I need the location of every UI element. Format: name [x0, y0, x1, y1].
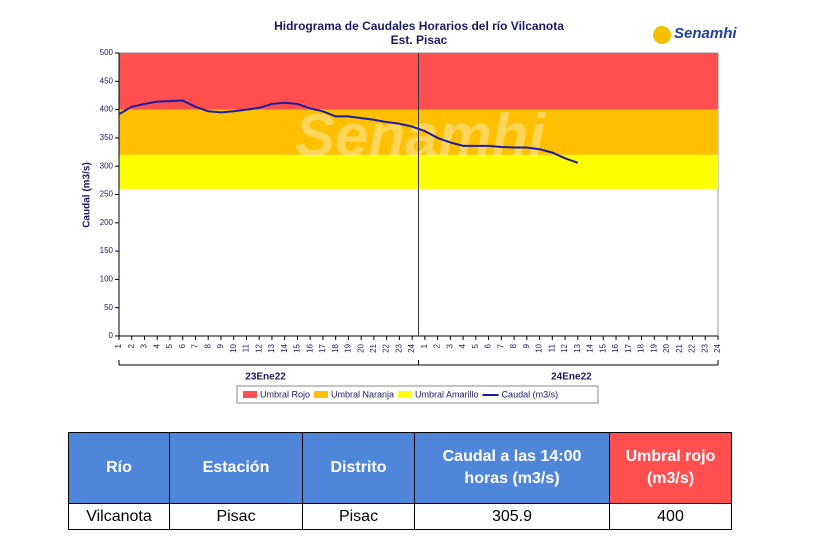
chart-title: Hidrograma de Caudales Horarios del río … — [274, 19, 564, 33]
x-tick-label: 23 — [700, 343, 709, 352]
legend-swatch — [398, 391, 413, 398]
x-tick-label: 16 — [611, 343, 620, 352]
x-tick-label: 22 — [688, 343, 697, 352]
logo: Senamhi — [674, 25, 737, 42]
legend-swatch — [314, 391, 329, 398]
x-tick-label: 3 — [140, 343, 149, 348]
cell: Pisac — [302, 503, 415, 530]
header-cell: Caudal a las 14:00 horas (m3/s) — [414, 432, 610, 504]
x-tick-label: 8 — [509, 343, 518, 348]
x-tick-label: 10 — [535, 343, 544, 352]
cell: Vilcanota — [68, 503, 170, 530]
x-tick-label: 3 — [445, 343, 454, 348]
x-tick-label: 4 — [458, 343, 467, 348]
x-tick-label: 22 — [382, 343, 391, 352]
x-tick-label: 6 — [178, 343, 187, 348]
x-tick-label: 1 — [114, 343, 123, 348]
caudal-line — [118, 99, 579, 164]
data-row: Vilcanota Pisac Pisac 305.9 400 — [68, 503, 732, 530]
x-tick-label: 24 — [713, 343, 722, 352]
x-tick-label: 18 — [331, 343, 340, 352]
x-tick-label: 17 — [624, 343, 633, 352]
x-tick-label: 15 — [598, 343, 607, 352]
x-tick-label: 8 — [203, 343, 212, 348]
cell: 400 — [609, 503, 732, 530]
cell: Pisac — [169, 503, 303, 530]
header-cell: Río — [68, 432, 170, 504]
x-tick-label: 12 — [560, 343, 569, 352]
legend: Umbral Rojo Umbral Naranja Umbral Amarillo… — [236, 385, 599, 404]
x-tick-label: 11 — [242, 343, 251, 352]
x-tick-label: 9 — [522, 343, 531, 348]
y-tick-label: 300 — [100, 161, 114, 170]
x-tick-label: 21 — [369, 343, 378, 352]
x-tick-label: 14 — [280, 343, 289, 352]
header-cell: Umbral rojo (m3/s) — [609, 432, 732, 504]
x-tick-label: 18 — [637, 343, 646, 352]
x-tick-label: 17 — [318, 343, 327, 352]
x-tick-label: 10 — [229, 343, 238, 352]
group-label: 23Ene22 — [245, 372, 286, 383]
x-tick-label: 23 — [394, 343, 403, 352]
x-tick-label: 14 — [586, 343, 595, 352]
x-tick-label: 15 — [293, 343, 302, 352]
header-row: Río Estación Distrito Caudal a las 14:00… — [68, 432, 732, 504]
legend-label: Umbral Naranja — [331, 389, 394, 399]
y-tick-label: 350 — [100, 133, 114, 142]
x-tick-label: 24 — [407, 343, 416, 352]
x-tick-label: 19 — [344, 343, 353, 352]
watermark: Senamhi — [295, 102, 546, 169]
cell: 305.9 — [414, 503, 610, 530]
x-tick-label: 13 — [267, 343, 276, 352]
y-tick-label: 500 — [100, 48, 114, 57]
legend-swatch — [243, 391, 257, 398]
x-tick-label: 20 — [662, 343, 671, 352]
legend-box — [236, 385, 599, 404]
header-cell: Estación — [169, 432, 303, 504]
x-tick-label: 16 — [305, 343, 314, 352]
x-tick-label: 1 — [420, 343, 429, 348]
x-tick-label: 19 — [649, 343, 658, 352]
y-tick-label: 100 — [100, 275, 114, 284]
summary-table: Río Estación Distrito Caudal a las 14:00… — [68, 432, 732, 530]
x-tick-label: 5 — [471, 343, 480, 348]
x-tick-label: 5 — [165, 343, 174, 348]
logo-icon — [653, 26, 671, 44]
y-axis-label: Caudal (m3/s) — [82, 162, 93, 228]
x-tick-label: 7 — [191, 343, 200, 348]
header-cell: Distrito — [302, 432, 415, 504]
y-tick-label: 150 — [100, 246, 114, 255]
x-tick-label: 20 — [356, 343, 365, 352]
y-tick-label: 0 — [109, 331, 114, 340]
y-tick-label: 200 — [100, 218, 114, 227]
x-tick-label: 21 — [675, 343, 684, 352]
x-tick-label: 9 — [216, 343, 225, 348]
x-tick-label: 12 — [254, 343, 263, 352]
x-tick-label: 2 — [127, 343, 136, 348]
x-tick-label: 13 — [573, 343, 582, 352]
legend-label: Umbral Rojo — [260, 389, 310, 399]
chart-subtitle: Est. Pisac — [391, 33, 448, 47]
x-tick-label: 2 — [433, 343, 442, 348]
y-tick-label: 450 — [100, 76, 114, 85]
x-tick-label: 11 — [547, 343, 556, 352]
x-tick-label: 4 — [152, 343, 161, 348]
legend-label: Umbral Amarillo — [415, 389, 479, 399]
group-label: 24Ene22 — [551, 372, 592, 383]
legend-label: Caudal (m3/s) — [502, 389, 559, 399]
chart: Hidrograma de Caudales Horarios del río … — [82, 19, 737, 404]
x-tick-label: 6 — [484, 343, 493, 348]
y-tick-label: 50 — [104, 303, 113, 312]
y-tick-label: 400 — [100, 105, 114, 114]
x-tick-label: 7 — [496, 343, 505, 348]
y-tick-label: 250 — [100, 190, 114, 199]
